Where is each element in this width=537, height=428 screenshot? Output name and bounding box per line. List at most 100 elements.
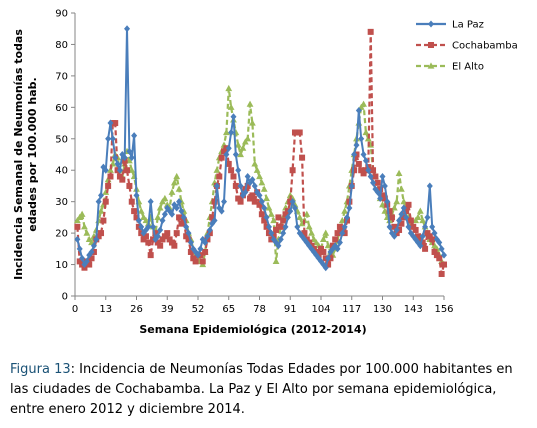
data-point-cochabamba: [147, 252, 154, 259]
data-point-la-paz: [145, 223, 152, 231]
data-point-la-paz: [230, 113, 237, 121]
y-axis-title: Incidencia Semanal de Neumonías todaseda…: [12, 29, 39, 280]
data-point-la-paz: [183, 223, 190, 231]
data-point-la-paz: [325, 254, 332, 262]
data-point-la-paz: [268, 229, 275, 237]
data-point-la-paz: [419, 232, 426, 240]
data-point-cochabamba: [370, 167, 377, 174]
data-point-cochabamba: [232, 182, 239, 189]
data-point-cochabamba: [128, 198, 135, 205]
data-point-la-paz: [344, 213, 351, 221]
data-point-la-paz: [150, 223, 157, 231]
data-point-el-alto: [393, 198, 401, 205]
data-point-cochabamba: [166, 236, 173, 243]
x-tick-label: 117: [342, 304, 361, 315]
data-point-cochabamba: [424, 230, 431, 237]
data-point-cochabamba: [199, 258, 206, 265]
figure-caption-text: : Incidencia de Neumonías Todas Edades p…: [10, 362, 513, 417]
legend-label-el-alto: El Alto: [452, 62, 484, 73]
data-point-el-alto: [419, 216, 427, 224]
data-point-la-paz: [351, 151, 358, 158]
data-point-el-alto: [213, 166, 221, 173]
data-point-la-paz: [244, 173, 251, 181]
data-point-cochabamba: [176, 214, 183, 221]
data-point-la-paz: [379, 173, 386, 181]
data-point-la-paz: [346, 204, 353, 212]
data-point-cochabamba: [391, 223, 398, 230]
data-point-la-paz: [374, 188, 381, 196]
x-tick-label: 104: [311, 304, 330, 315]
data-point-la-paz: [176, 198, 183, 206]
data-point-la-paz: [436, 239, 443, 247]
data-point-cochabamba: [336, 223, 343, 230]
data-point-cochabamba: [388, 214, 395, 221]
y-tick-label: 40: [55, 166, 68, 177]
figure-label: Figura 13: [10, 362, 71, 377]
data-point-cochabamba: [412, 226, 419, 233]
data-point-la-paz: [417, 242, 424, 250]
data-point-cochabamba: [95, 233, 102, 240]
data-point-la-paz: [237, 182, 244, 190]
data-point-cochabamba: [225, 160, 232, 167]
data-point-el-alto: [244, 135, 252, 142]
data-point-cochabamba: [221, 148, 228, 155]
data-point-cochabamba: [414, 233, 421, 240]
data-point-cochabamba: [417, 236, 424, 243]
data-point-cochabamba: [187, 248, 194, 255]
data-point-cochabamba: [381, 195, 388, 202]
data-point-la-paz: [256, 191, 263, 199]
data-point-cochabamba: [334, 230, 341, 237]
data-point-cochabamba: [441, 261, 447, 268]
data-point-cochabamba: [431, 248, 438, 255]
data-point-cochabamba: [126, 182, 133, 189]
data-point-el-alto: [159, 198, 166, 205]
data-point-la-paz: [178, 207, 185, 215]
data-point-la-paz: [98, 191, 105, 199]
data-point-cochabamba: [438, 270, 445, 277]
data-point-cochabamba: [320, 248, 327, 255]
data-point-cochabamba: [154, 239, 161, 246]
data-point-cochabamba: [379, 192, 386, 199]
data-point-la-paz: [168, 210, 175, 218]
data-point-cochabamba: [405, 201, 412, 208]
data-point-el-alto: [137, 207, 145, 214]
data-point-la-paz: [429, 223, 436, 231]
data-point-cochabamba: [178, 220, 185, 227]
data-point-la-paz: [431, 229, 438, 237]
data-point-cochabamba: [426, 233, 433, 240]
y-tick-label: 10: [55, 260, 68, 271]
data-point-cochabamba: [88, 255, 95, 262]
series-el-alto: [73, 84, 448, 268]
y-tick-label: 90: [55, 9, 68, 20]
data-point-la-paz: [322, 264, 329, 272]
data-point-cochabamba: [202, 248, 209, 255]
data-point-la-paz: [206, 226, 213, 234]
data-point-cochabamba: [367, 28, 374, 35]
data-point-la-paz: [263, 213, 270, 221]
data-point-cochabamba: [280, 217, 287, 224]
x-tick-label: 143: [404, 304, 423, 315]
x-tick-label: 130: [373, 304, 392, 315]
data-point-el-alto: [308, 229, 315, 236]
data-point-la-paz: [180, 213, 187, 221]
data-point-el-alto: [173, 172, 181, 180]
data-point-el-alto: [390, 204, 398, 211]
data-point-cochabamba: [228, 167, 235, 174]
data-point-cochabamba: [140, 236, 147, 243]
data-point-la-paz: [154, 232, 161, 240]
legend-marker-cochabamba: [428, 42, 434, 48]
x-tick-label: 26: [130, 304, 143, 315]
data-point-el-alto: [265, 204, 273, 211]
data-point-cochabamba: [164, 230, 171, 237]
data-point-la-paz: [393, 226, 400, 234]
data-point-el-alto: [362, 128, 370, 136]
data-point-la-paz: [403, 213, 410, 221]
data-point-la-paz: [79, 254, 86, 262]
data-point-cochabamba: [372, 173, 379, 180]
data-point-el-alto: [322, 229, 330, 236]
data-point-el-alto: [251, 160, 259, 167]
data-point-cochabamba: [152, 230, 159, 237]
data-point-la-paz: [114, 160, 121, 168]
data-point-cochabamba: [407, 217, 414, 224]
data-point-la-paz: [405, 223, 412, 231]
